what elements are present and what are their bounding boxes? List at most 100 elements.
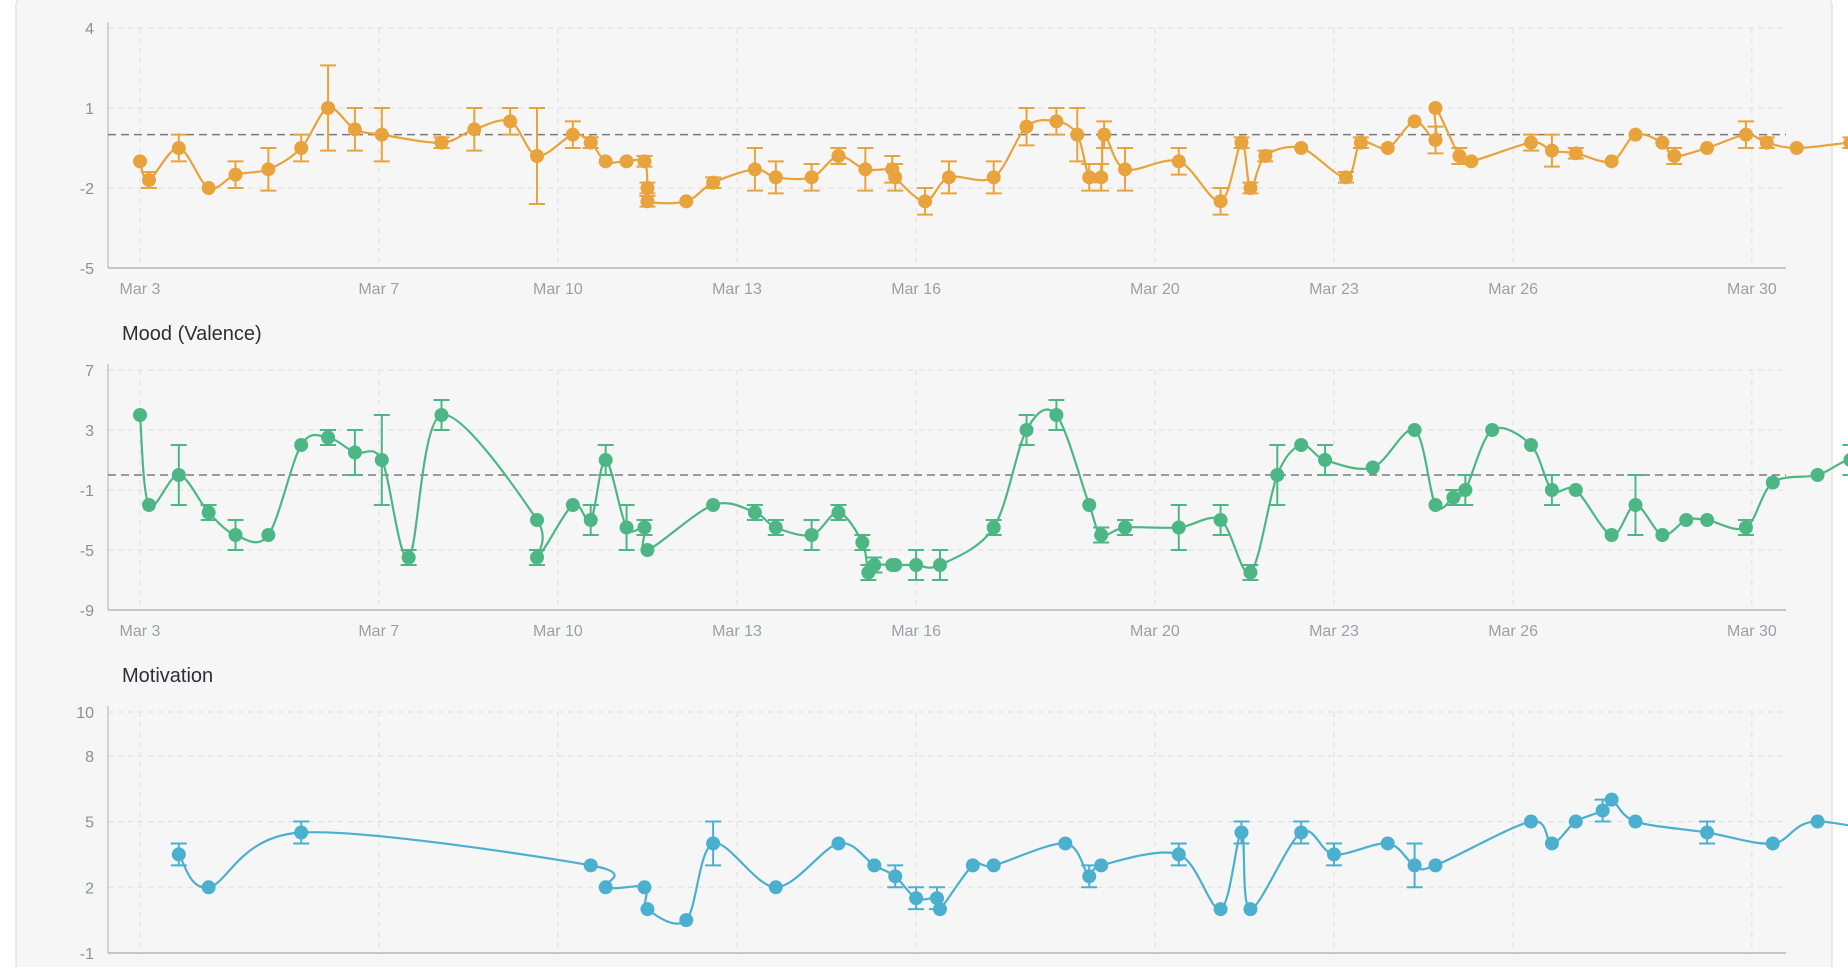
data-point[interactable] — [401, 550, 416, 565]
data-point[interactable] — [679, 913, 694, 928]
data-point[interactable] — [1294, 825, 1309, 840]
data-point[interactable] — [909, 558, 924, 572]
data-point[interactable] — [1094, 528, 1109, 542]
data-point[interactable] — [1843, 136, 1848, 150]
data-point[interactable] — [1019, 119, 1034, 134]
data-point[interactable] — [1655, 135, 1670, 150]
data-point[interactable] — [619, 154, 634, 169]
data-point[interactable] — [1428, 133, 1443, 147]
data-point[interactable] — [1700, 141, 1715, 155]
data-point[interactable] — [1485, 423, 1500, 437]
data-point[interactable] — [1234, 135, 1249, 150]
data-point[interactable] — [706, 175, 721, 190]
data-point[interactable] — [1738, 520, 1753, 535]
data-point[interactable] — [768, 880, 783, 895]
data-point[interactable] — [932, 558, 947, 572]
data-point[interactable] — [1294, 141, 1309, 155]
data-point[interactable] — [1171, 154, 1186, 169]
data-point[interactable] — [1458, 483, 1473, 497]
data-point[interactable] — [1094, 170, 1109, 185]
data-point[interactable] — [583, 135, 598, 150]
data-point[interactable] — [1243, 565, 1258, 580]
data-point[interactable] — [1407, 114, 1422, 129]
data-point[interactable] — [637, 154, 652, 169]
data-point[interactable] — [141, 173, 156, 187]
data-point[interactable] — [706, 498, 721, 512]
data-point[interactable] — [1604, 528, 1619, 542]
data-point[interactable] — [1097, 127, 1112, 142]
data-point[interactable] — [1595, 803, 1610, 818]
data-point[interactable] — [1082, 498, 1097, 512]
data-point[interactable] — [831, 836, 846, 851]
data-point[interactable] — [1628, 127, 1643, 142]
data-point[interactable] — [434, 408, 449, 422]
data-point[interactable] — [434, 135, 449, 150]
data-point[interactable] — [637, 880, 652, 895]
data-point[interactable] — [986, 520, 1001, 535]
data-point[interactable] — [347, 122, 362, 137]
data-point[interactable] — [941, 170, 956, 185]
data-point[interactable] — [1243, 181, 1258, 195]
data-point[interactable] — [831, 149, 846, 163]
data-point[interactable] — [228, 167, 243, 182]
data-point[interactable] — [598, 154, 613, 169]
data-point[interactable] — [133, 408, 147, 422]
data-point[interactable] — [1258, 149, 1273, 163]
data-point[interactable] — [294, 141, 309, 155]
data-point[interactable] — [1318, 453, 1333, 467]
data-point[interactable] — [1213, 513, 1228, 527]
data-point[interactable] — [141, 498, 156, 512]
data-point[interactable] — [706, 836, 721, 851]
data-point[interactable] — [565, 498, 580, 512]
data-point[interactable] — [888, 558, 903, 572]
data-point[interactable] — [909, 891, 924, 906]
data-point[interactable] — [637, 520, 652, 535]
data-point[interactable] — [133, 154, 147, 169]
data-point[interactable] — [768, 170, 783, 185]
data-point[interactable] — [1365, 460, 1380, 475]
data-point[interactable] — [1380, 836, 1395, 851]
data-point[interactable] — [1700, 825, 1715, 840]
data-point[interactable] — [640, 181, 655, 195]
data-point[interactable] — [583, 858, 598, 873]
data-point[interactable] — [530, 550, 545, 565]
data-point[interactable] — [1464, 154, 1479, 169]
data-point[interactable] — [1765, 836, 1780, 851]
data-point[interactable] — [1524, 135, 1539, 150]
data-point[interactable] — [867, 558, 882, 572]
data-point[interactable] — [640, 194, 655, 209]
data-point[interactable] — [1568, 483, 1583, 497]
data-point[interactable] — [1628, 814, 1643, 829]
data-point[interactable] — [1094, 858, 1109, 873]
data-point[interactable] — [932, 902, 947, 917]
data-point[interactable] — [1049, 408, 1064, 422]
data-point[interactable] — [858, 162, 873, 177]
data-point[interactable] — [1082, 869, 1097, 884]
data-point[interactable] — [171, 468, 186, 482]
data-point[interactable] — [1604, 792, 1619, 807]
data-point[interactable] — [171, 847, 186, 862]
data-point[interactable] — [831, 505, 846, 520]
data-point[interactable] — [1446, 490, 1461, 505]
data-point[interactable] — [619, 520, 634, 535]
data-point[interactable] — [1353, 135, 1368, 150]
data-point[interactable] — [1428, 498, 1443, 512]
data-point[interactable] — [855, 535, 870, 550]
data-point[interactable] — [294, 825, 309, 840]
data-point[interactable] — [228, 528, 243, 542]
data-point[interactable] — [530, 513, 545, 527]
data-point[interactable] — [1544, 143, 1559, 158]
data-point[interactable] — [261, 528, 276, 542]
data-point[interactable] — [598, 453, 613, 467]
data-point[interactable] — [1452, 149, 1467, 163]
data-point[interactable] — [467, 122, 482, 137]
data-point[interactable] — [965, 858, 980, 873]
data-point[interactable] — [294, 438, 309, 452]
data-point[interactable] — [201, 505, 216, 520]
data-point[interactable] — [1118, 162, 1133, 177]
data-point[interactable] — [1843, 453, 1848, 467]
data-point[interactable] — [583, 513, 598, 527]
data-point[interactable] — [1568, 146, 1583, 161]
data-point[interactable] — [1171, 520, 1186, 535]
data-point[interactable] — [867, 858, 882, 873]
